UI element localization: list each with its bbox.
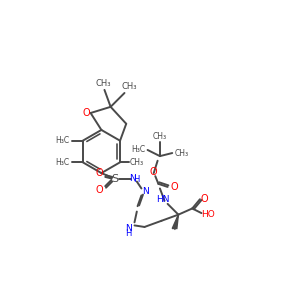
Text: O: O [83,108,91,118]
Text: N: N [142,187,149,196]
Text: O: O [150,167,158,176]
Text: CH₃: CH₃ [122,82,137,91]
Text: O: O [201,194,208,204]
Text: S: S [112,174,119,184]
Text: CH₃: CH₃ [174,148,188,158]
Text: H: H [133,175,139,184]
Text: N: N [130,174,136,183]
Text: HO: HO [201,210,214,219]
Text: HN: HN [156,195,170,204]
Text: O: O [95,168,103,178]
Text: N: N [125,224,132,233]
Text: O: O [95,185,103,195]
Polygon shape [172,214,178,229]
Text: CH₃: CH₃ [153,132,167,141]
Text: CH₃: CH₃ [130,158,144,167]
Text: H₃C: H₃C [56,136,70,145]
Text: H₃C: H₃C [56,158,70,167]
Text: O: O [171,182,178,192]
Text: CH₃: CH₃ [95,79,111,88]
Text: H: H [125,229,131,238]
Text: H₃C: H₃C [131,146,146,154]
